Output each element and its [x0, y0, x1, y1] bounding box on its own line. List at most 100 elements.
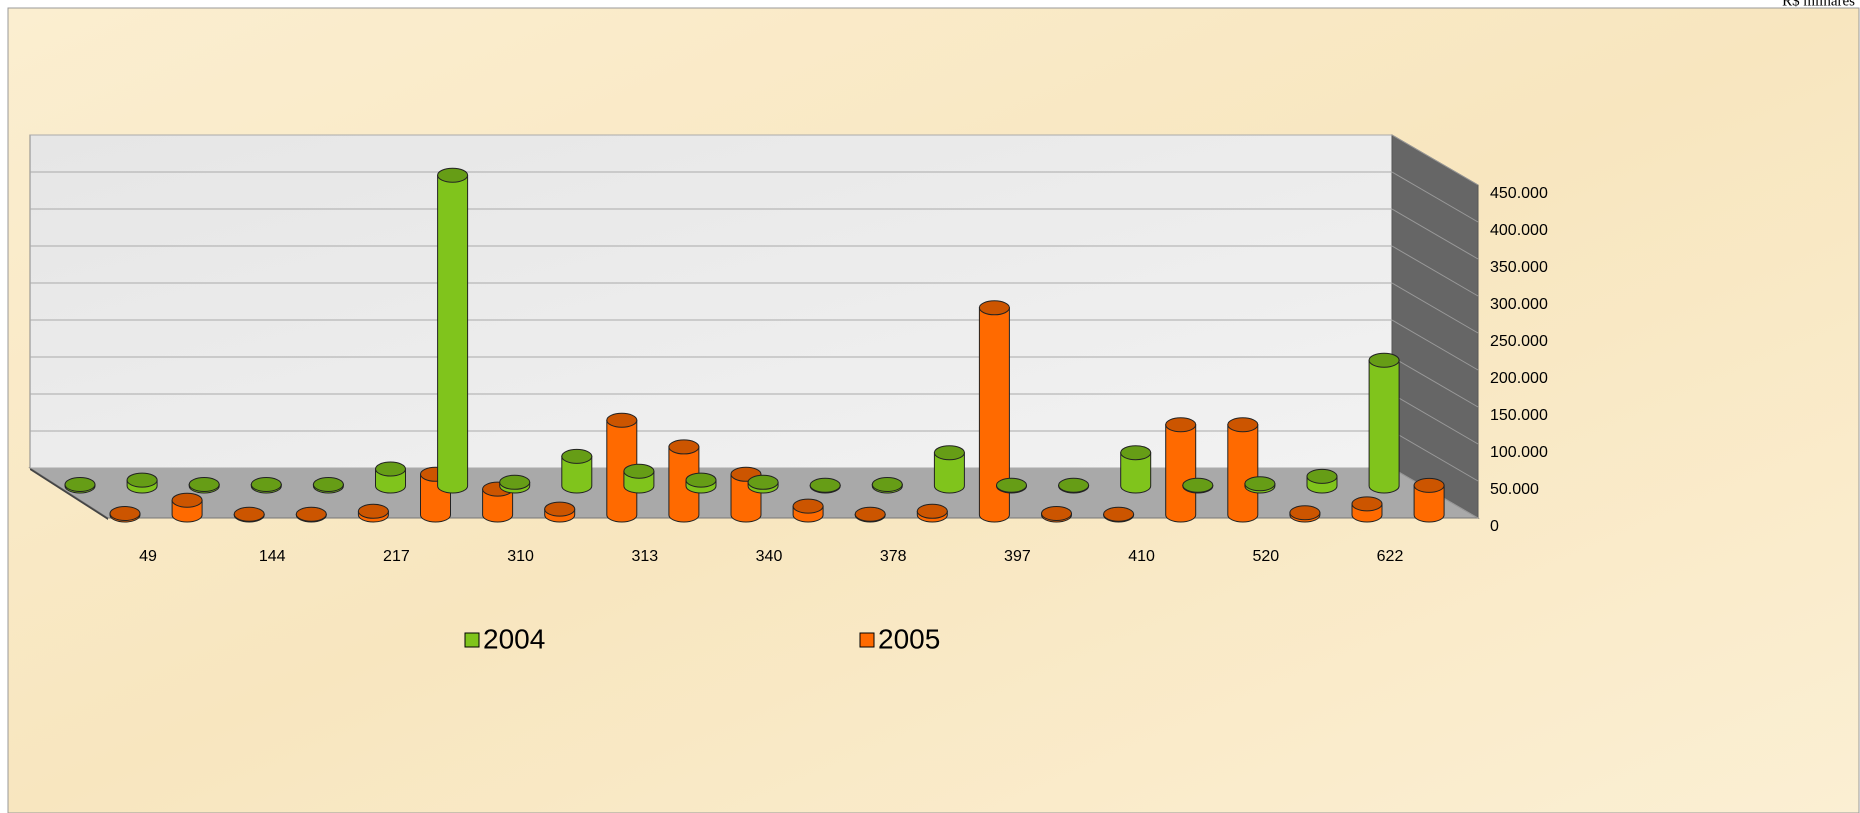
y-tick-label: 400.000 — [1490, 222, 1548, 239]
cylinder-top — [685, 472, 717, 488]
cylinder-top — [854, 506, 886, 522]
x-tick-label: 310 — [507, 548, 534, 565]
cylinder-top — [312, 477, 344, 493]
x-tick-label: 340 — [756, 548, 783, 565]
cylinder-top — [1306, 468, 1338, 484]
cylinder — [685, 472, 717, 494]
cylinder — [375, 461, 406, 494]
cylinder — [437, 167, 469, 494]
cylinder-top — [996, 477, 1027, 493]
cylinder — [233, 506, 265, 523]
cylinder — [64, 477, 96, 494]
cylinder — [1165, 417, 1197, 523]
cylinder-top — [1120, 445, 1152, 461]
cylinder-top — [295, 506, 327, 522]
side-wall — [1391, 134, 1479, 519]
y-tick-label: 250.000 — [1490, 333, 1548, 350]
side-grid-line — [1391, 393, 1479, 445]
x-tick-label: 410 — [1128, 548, 1155, 565]
legend-swatch — [859, 632, 875, 648]
cylinder-top — [1182, 477, 1214, 493]
y-tick-label: 150.000 — [1490, 407, 1548, 424]
cylinder-top — [171, 492, 203, 508]
cylinder-top — [668, 439, 700, 455]
cylinder-top — [916, 503, 948, 519]
cylinder — [250, 477, 282, 494]
cylinder — [606, 412, 638, 523]
x-tick-label: 397 — [1004, 548, 1031, 565]
side-grid-line — [1391, 282, 1479, 334]
cylinder-top — [606, 412, 638, 428]
cylinder-body — [606, 419, 638, 523]
cylinder-top — [809, 477, 841, 493]
cylinder-top — [499, 474, 531, 490]
cylinder-top — [1244, 476, 1276, 492]
cylinder-top — [561, 448, 593, 464]
y-tick-label: 450.000 — [1490, 185, 1548, 202]
cylinder-top — [1103, 506, 1135, 522]
x-tick-label: 313 — [631, 548, 658, 565]
cylinder — [357, 503, 389, 523]
cylinder — [312, 477, 344, 494]
cylinder — [747, 474, 779, 494]
side-grid-line — [1391, 171, 1479, 223]
y-tick-label: 50.000 — [1490, 481, 1539, 498]
cylinder-top — [1041, 506, 1072, 522]
cylinder-top — [437, 167, 469, 183]
cylinder-top — [1058, 477, 1090, 493]
cylinder-body — [437, 174, 469, 494]
cylinder — [623, 463, 655, 494]
x-tick-label: 49 — [139, 548, 157, 565]
cylinder — [1227, 417, 1259, 523]
side-grid-line — [1391, 430, 1479, 482]
cylinder-top — [1289, 505, 1321, 521]
cylinder-body — [1413, 484, 1445, 523]
cylinder-top — [64, 477, 96, 493]
cylinder — [792, 498, 824, 523]
cylinder-top — [233, 506, 265, 522]
y-tick-label: 350.000 — [1490, 259, 1548, 276]
cylinder — [109, 506, 141, 523]
cylinder — [871, 477, 903, 494]
cylinder-top — [544, 501, 576, 517]
legend-label: 2004 — [483, 623, 545, 654]
cylinder — [1182, 477, 1214, 494]
x-tick-label: 217 — [383, 548, 410, 565]
cylinder — [499, 474, 531, 494]
side-grid-line — [1391, 319, 1479, 371]
cylinder-body — [1368, 359, 1400, 494]
cylinder-top — [1165, 417, 1197, 433]
cylinder-top — [1351, 496, 1383, 512]
y-tick-label: 0 — [1490, 518, 1499, 535]
cylinder-top — [623, 463, 655, 479]
cylinder — [933, 445, 965, 494]
cylinder-top — [375, 461, 406, 477]
cylinder-body — [1165, 424, 1197, 523]
cylinder-body — [978, 307, 1010, 523]
y-tick-label: 300.000 — [1490, 296, 1548, 313]
cylinder — [1058, 477, 1090, 494]
cylinder — [171, 492, 203, 523]
cylinder — [1289, 505, 1321, 523]
cylinder-top — [1227, 417, 1259, 433]
cylinder — [1103, 506, 1135, 523]
floor-edge — [30, 468, 108, 520]
cylinder-body — [1227, 424, 1259, 523]
unit-label: R$ milhares — [1782, 0, 1855, 9]
side-grid-line — [1391, 208, 1479, 260]
cylinder — [561, 448, 593, 494]
cylinder-top — [250, 477, 282, 493]
cylinder-top — [1413, 477, 1445, 493]
cylinder-body — [1120, 452, 1152, 494]
side-grid-line — [1391, 134, 1479, 186]
cylinder — [126, 472, 158, 494]
cylinder — [1306, 468, 1338, 494]
legend-swatch — [464, 632, 480, 648]
cylinder-top — [1368, 352, 1400, 368]
cylinder-body — [482, 488, 514, 523]
cylinder — [544, 501, 576, 523]
cylinder-top — [978, 300, 1010, 316]
x-tick-label: 520 — [1252, 548, 1279, 565]
legend-label: 2005 — [878, 623, 940, 654]
cylinder-top — [792, 498, 824, 514]
